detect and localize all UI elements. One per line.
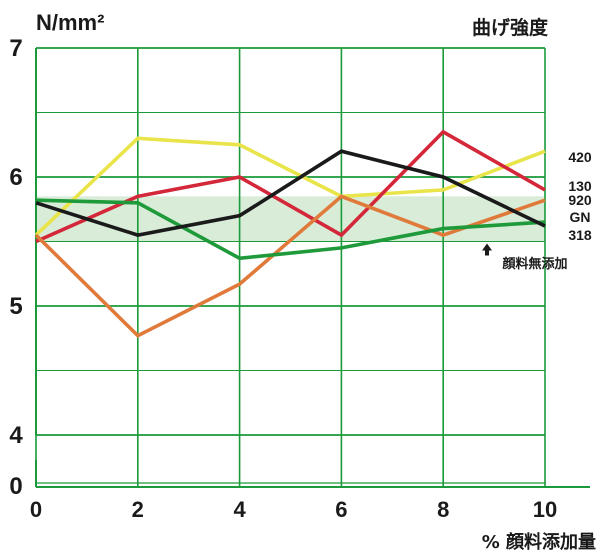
y-break-zero-label: 0 <box>9 473 22 500</box>
y-tick-label: 5 <box>9 293 22 320</box>
grid-layer <box>35 47 590 488</box>
series-layer <box>34 129 546 338</box>
y-axis-unit-label: N/mm² <box>36 10 104 35</box>
series-label-130: 130 <box>568 178 592 194</box>
x-tick-label: 0 <box>30 497 42 522</box>
series-label-920: 920 <box>568 192 592 208</box>
x-tick-label: 8 <box>437 497 449 522</box>
series-label-420: 420 <box>568 149 592 165</box>
x-tick-label: 6 <box>335 497 347 522</box>
chart-title: 曲げ強度 <box>472 16 549 39</box>
x-axis-label: % 顔料添加量 <box>482 531 596 553</box>
series-line-318 <box>35 149 546 237</box>
text-layer: N/mm² 曲げ強度 % 顔料添加量 顔料無添加 0 <box>9 10 596 553</box>
y-tick-label: 6 <box>9 164 22 191</box>
series-label-gn: GN <box>570 209 591 225</box>
y-tick-label: 4 <box>9 422 23 449</box>
x-tick-label: 2 <box>132 497 144 522</box>
series-label-318: 318 <box>568 227 592 243</box>
series-line-gn <box>35 198 546 261</box>
tick-layer: 4 5 6 7 0 2 4 6 8 10 <box>9 35 557 522</box>
y-tick-label: 7 <box>9 35 22 62</box>
baseline-band-arrow-icon <box>482 243 492 256</box>
x-tick-label: 10 <box>533 497 557 522</box>
x-tick-label: 4 <box>233 497 246 522</box>
baseline-band-label: 顔料無添加 <box>501 256 567 272</box>
